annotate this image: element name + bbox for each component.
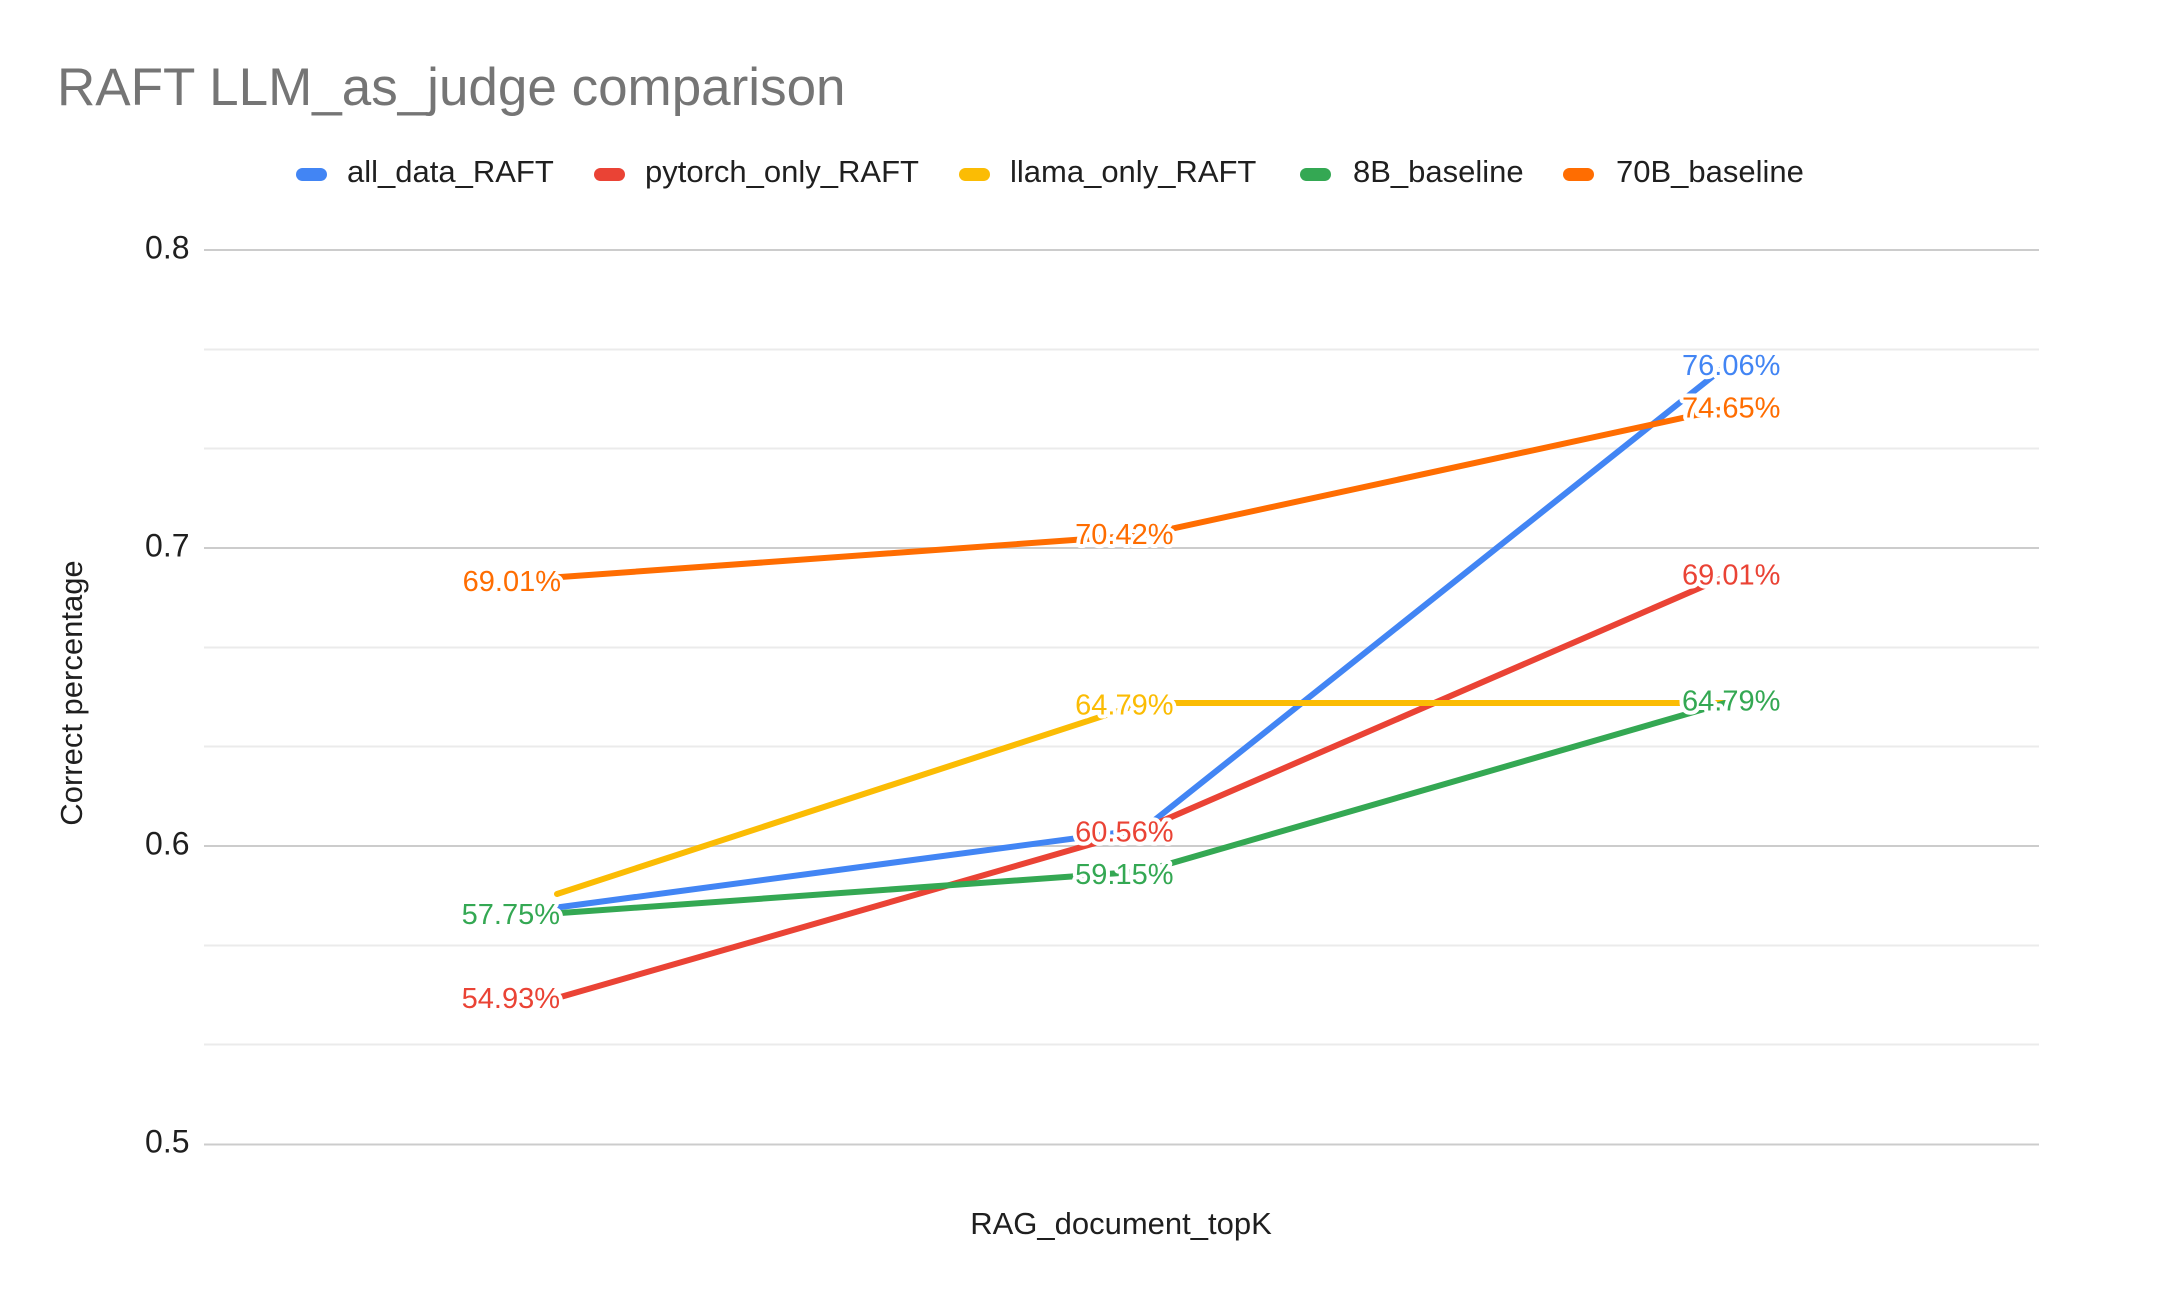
- svg-text:64.79%: 64.79%: [1075, 690, 1173, 722]
- svg-text:70B_baseline: 70B_baseline: [1616, 154, 1804, 189]
- svg-text:pytorch_only_RAFT: pytorch_only_RAFT: [645, 154, 919, 189]
- svg-text:69.01%: 69.01%: [1682, 560, 1780, 592]
- svg-text:0.8: 0.8: [145, 230, 189, 266]
- svg-text:0.5: 0.5: [145, 1124, 189, 1160]
- svg-text:54.93%: 54.93%: [462, 983, 560, 1015]
- svg-text:0.7: 0.7: [145, 528, 189, 564]
- svg-text:RAG_document_topK: RAG_document_topK: [970, 1206, 1272, 1241]
- svg-text:0.6: 0.6: [145, 826, 189, 862]
- svg-text:76.06%: 76.06%: [1682, 350, 1780, 382]
- svg-text:all_data_RAFT: all_data_RAFT: [347, 154, 554, 189]
- svg-text:74.65%: 74.65%: [1682, 393, 1780, 425]
- svg-text:59.15%: 59.15%: [1075, 859, 1173, 891]
- svg-text:57.75%: 57.75%: [462, 899, 560, 931]
- svg-text:Correct percentage: Correct percentage: [54, 560, 89, 825]
- svg-text:69.01%: 69.01%: [463, 566, 561, 598]
- svg-text:70.42%: 70.42%: [1075, 519, 1173, 551]
- svg-text:8B_baseline: 8B_baseline: [1353, 154, 1524, 189]
- svg-text:llama_only_RAFT: llama_only_RAFT: [1010, 154, 1256, 189]
- svg-text:64.79%: 64.79%: [1682, 686, 1780, 718]
- svg-text:RAFT LLM_as_judge comparison: RAFT LLM_as_judge comparison: [57, 58, 846, 117]
- svg-text:60.56%: 60.56%: [1075, 817, 1173, 849]
